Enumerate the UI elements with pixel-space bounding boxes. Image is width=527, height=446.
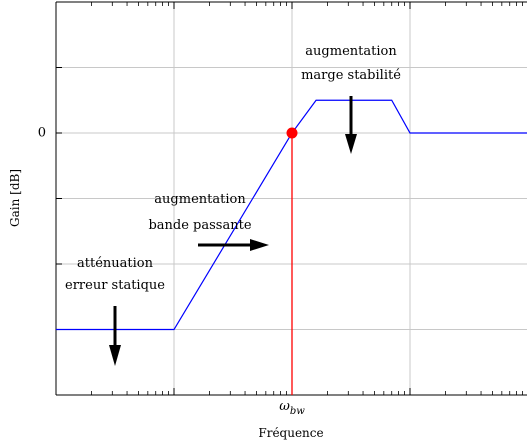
annotation-bande-line2: bande passante bbox=[148, 218, 251, 233]
annotation-erreur-line2: erreur statique bbox=[65, 278, 165, 293]
annotation-bande-line1: augmentation bbox=[154, 192, 246, 207]
y-axis-title: Gain [dB] bbox=[8, 169, 22, 227]
minor-ticks bbox=[55, 2, 524, 395]
annotation-marge-line1: augmentation bbox=[305, 44, 397, 59]
annotation-marge-line2: marge stabilité bbox=[301, 68, 401, 83]
x-tick-label-main: ω bbox=[279, 399, 290, 414]
annotation-marge-stabilite: augmentation marge stabilité bbox=[301, 44, 401, 154]
annotation-erreur-line1: atténuation bbox=[77, 256, 154, 271]
annotation-bande-passante: augmentation bande passante bbox=[148, 192, 269, 251]
y-tick-label-0: 0 bbox=[38, 126, 46, 141]
x-tick-label-omega-bw: ωbw bbox=[279, 399, 305, 417]
bandwidth-marker bbox=[286, 127, 298, 139]
arrow-right-head bbox=[250, 239, 269, 251]
x-axis-title: Fréquence bbox=[258, 426, 323, 440]
x-tick-label-subscript: bw bbox=[290, 406, 305, 417]
annotation-erreur-statique: atténuation erreur statique bbox=[65, 256, 165, 366]
series-line bbox=[56, 99, 527, 331]
arrow-down-head bbox=[345, 134, 357, 154]
arrow-down-head-2 bbox=[109, 345, 121, 366]
